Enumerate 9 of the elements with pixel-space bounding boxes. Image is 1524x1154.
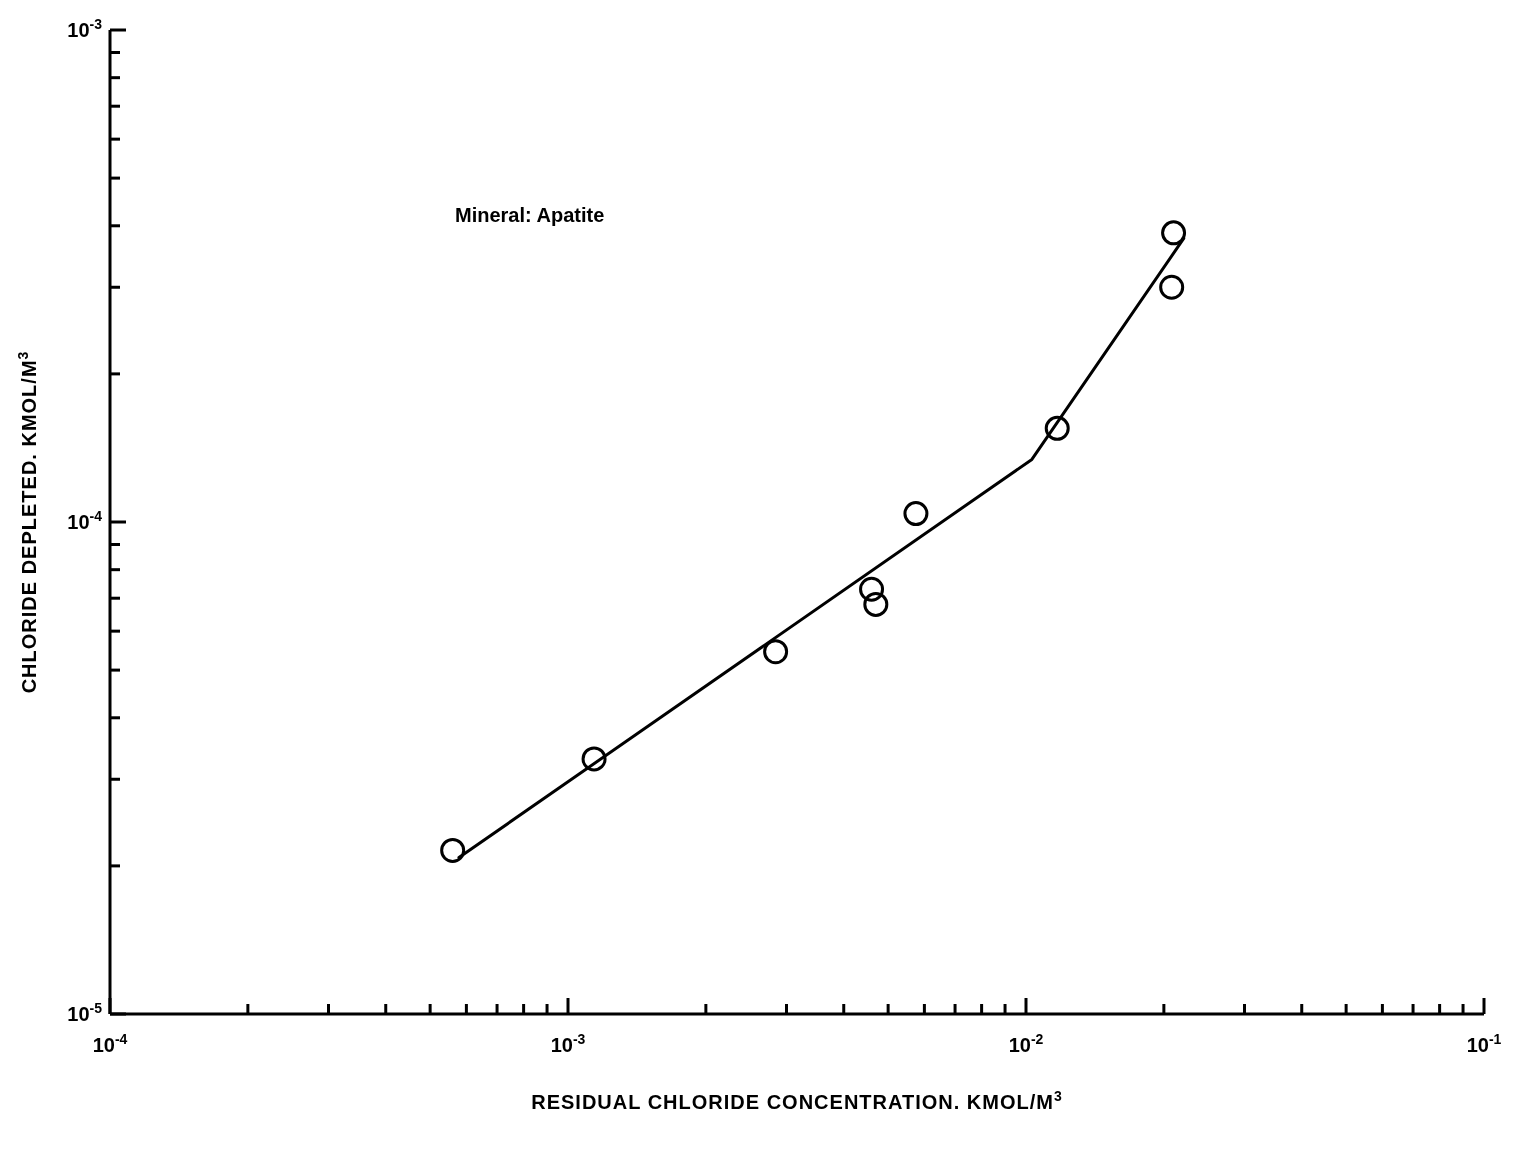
x-axis-title: RESIDUAL CHLORIDE CONCENTRATION. KMOL/M$^{3}$: [531, 1088, 1063, 1113]
x-tick-label: 10$^{-3}$: [550, 1031, 586, 1056]
x-tick-label: 10$^{-4}$: [92, 1031, 128, 1056]
y-tick-label: 10$^{-3}$: [67, 16, 103, 41]
x-tick-label: 10$^{-1}$: [1466, 1031, 1502, 1056]
y-tick-label: 10$^{-5}$: [67, 1000, 103, 1025]
annotation: Mineral: Apatite: [455, 204, 605, 226]
x-tick-label: 10$^{-2}$: [1008, 1031, 1044, 1056]
y-tick-label: 10$^{-4}$: [67, 508, 103, 533]
